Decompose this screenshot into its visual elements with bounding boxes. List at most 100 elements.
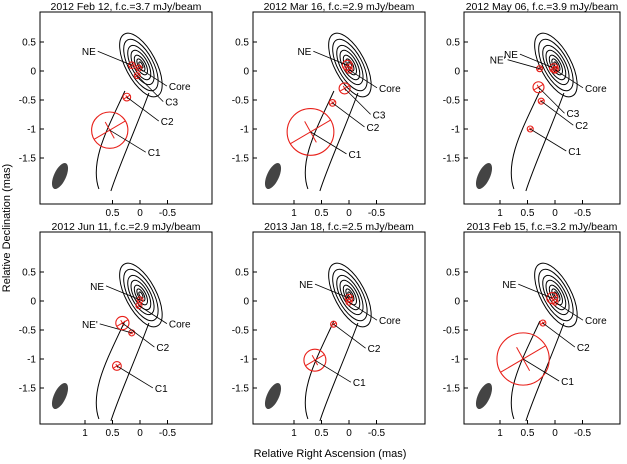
contour-line (534, 32, 578, 98)
component-label: Core (379, 316, 401, 327)
contour-line (332, 268, 368, 322)
component-circle (551, 65, 559, 74)
contour-line (538, 268, 574, 322)
panel-frame (252, 231, 426, 425)
x-tick-label: 0 (552, 428, 558, 439)
component-circle (539, 319, 547, 327)
component-circle (345, 65, 353, 74)
component-c1: C1 (111, 361, 168, 395)
y-tick-label: 0.5 (446, 268, 460, 279)
component-c1: C1 (303, 348, 366, 389)
label-leader (313, 50, 348, 66)
component-label: NE (297, 47, 311, 58)
jet-contour (510, 320, 565, 422)
component-core: Core (345, 65, 401, 95)
label-leader (554, 301, 584, 321)
contour-line (127, 274, 155, 316)
component-circle (127, 61, 136, 70)
beam-ellipse (475, 163, 493, 189)
x-tick-label: 0.5 (315, 208, 329, 219)
label-leader (519, 53, 555, 69)
label-leader (105, 285, 141, 301)
contour-line (136, 288, 146, 302)
beam-ellipse (475, 383, 493, 409)
x-tick-label: 0 (137, 208, 143, 219)
component-label: Core (169, 320, 191, 331)
contour-line (127, 44, 155, 86)
component-label: C2 (156, 343, 169, 354)
component-label: C1 (568, 147, 581, 158)
x-tick-label: -0.5 (159, 208, 177, 219)
component-c2: C2 (539, 319, 590, 354)
component-c1: C1 (496, 332, 574, 388)
contour-line (534, 262, 578, 328)
y-tick-label: -1.5 (19, 154, 37, 165)
y-tick-label: -0.5 (232, 96, 250, 107)
component-c1: C1 (526, 125, 581, 158)
y-tick-label: -1 (240, 125, 249, 136)
component-circle (135, 302, 143, 310)
label-leader (522, 358, 560, 382)
y-tick-label: 0 (454, 67, 460, 78)
label-leader (348, 301, 378, 321)
component-label: NE (82, 47, 96, 58)
y-tick-label: 0.5 (22, 38, 36, 49)
component-core: Core (135, 64, 191, 93)
y-tick-label: -1 (451, 125, 460, 136)
label-leader (314, 359, 352, 383)
x-tick-label: 0 (137, 428, 143, 439)
beam-ellipse (51, 383, 69, 409)
x-tick-label: 0.5 (106, 428, 120, 439)
y-tick-label: 0 (243, 67, 249, 78)
y-tick-label: 0 (30, 297, 36, 308)
component-nep: NE' (490, 56, 544, 73)
component-label: Core (169, 82, 191, 93)
panel-2: 2012 Mar 16, f.c.=2.9 mJy/beam 0.5 0 -0.5 -1… (232, 1, 426, 219)
component-circle (286, 107, 335, 156)
component-ne: NE (299, 280, 354, 303)
label-leader (99, 323, 132, 334)
y-tick-label: 0 (454, 297, 460, 308)
contour-line (538, 38, 574, 92)
label-leader (136, 75, 164, 102)
label-leader (314, 283, 350, 299)
label-leader (344, 88, 371, 115)
contour-line (345, 288, 355, 302)
y-tick-label: 0.5 (235, 268, 249, 279)
contour-map (95, 262, 163, 422)
x-tick-label: 1 (82, 428, 88, 439)
contour-line (123, 268, 159, 322)
label-leader (122, 322, 155, 348)
x-tick-label: 1 (291, 208, 297, 219)
component-label: C2 (368, 344, 381, 355)
label-leader (554, 69, 584, 89)
x-tick-label: -0.5 (574, 428, 592, 439)
panel-frame (39, 231, 213, 425)
component-circle (526, 125, 534, 133)
panel-frame (463, 231, 621, 425)
component-circle (115, 315, 130, 331)
y-tick-label: -1.5 (443, 154, 461, 165)
component-core: Core (551, 298, 607, 327)
component-ne: NE (297, 47, 353, 71)
y-tick-label: -1 (451, 355, 460, 366)
contour-line (542, 44, 570, 86)
component-label: NE (90, 282, 104, 293)
label-leader (138, 305, 168, 324)
component-circle (111, 361, 122, 371)
x-tick-label: 0.5 (521, 208, 535, 219)
panel-frame (39, 11, 213, 205)
component-label: Core (585, 316, 607, 327)
component-circle (328, 99, 337, 107)
contour-line (130, 279, 152, 311)
component-c2: C2 (330, 320, 381, 355)
contour-map (510, 32, 578, 192)
label-leader (97, 50, 132, 66)
figure-ylabel: Relative Declination (mas) (1, 164, 13, 292)
label-leader (333, 323, 366, 349)
contour-line (342, 54, 357, 76)
contour-line (328, 32, 372, 98)
jet-contour (304, 320, 359, 422)
jet-contour (95, 320, 150, 422)
